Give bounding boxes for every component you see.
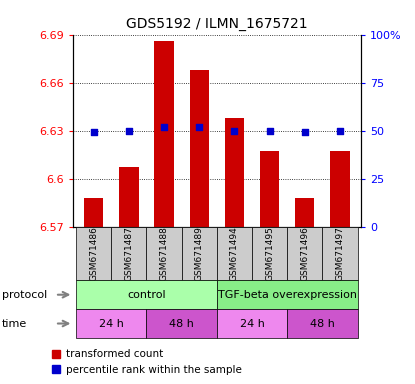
- Bar: [225, 118, 244, 227]
- Bar: [322, 227, 358, 280]
- Bar: [217, 309, 287, 338]
- Text: protocol: protocol: [2, 290, 47, 300]
- Bar: [287, 227, 322, 280]
- Bar: [76, 227, 111, 280]
- Text: GSM671495: GSM671495: [265, 226, 274, 281]
- Text: control: control: [127, 290, 166, 300]
- Text: GSM671487: GSM671487: [124, 226, 133, 281]
- Text: GSM671496: GSM671496: [300, 226, 309, 281]
- Bar: [111, 227, 146, 280]
- Bar: [146, 309, 217, 338]
- Text: GSM671488: GSM671488: [160, 226, 168, 281]
- Bar: [295, 198, 315, 227]
- Point: [231, 127, 238, 134]
- Bar: [119, 167, 139, 227]
- Bar: [252, 227, 287, 280]
- Bar: [217, 227, 252, 280]
- Bar: [287, 309, 358, 338]
- Text: 48 h: 48 h: [169, 318, 194, 329]
- Bar: [217, 280, 358, 309]
- Bar: [76, 280, 217, 309]
- Bar: [154, 41, 174, 227]
- Bar: [190, 70, 209, 227]
- Title: GDS5192 / ILMN_1675721: GDS5192 / ILMN_1675721: [126, 17, 308, 31]
- Point: [126, 127, 132, 134]
- Point: [90, 129, 97, 136]
- Point: [196, 124, 203, 130]
- Text: time: time: [2, 318, 27, 329]
- Bar: [330, 151, 349, 227]
- Point: [161, 124, 167, 130]
- Bar: [260, 151, 279, 227]
- Text: GSM671486: GSM671486: [89, 226, 98, 281]
- Bar: [182, 227, 217, 280]
- Text: GSM671494: GSM671494: [230, 226, 239, 281]
- Legend: transformed count, percentile rank within the sample: transformed count, percentile rank withi…: [47, 345, 247, 379]
- Point: [301, 129, 308, 136]
- Bar: [76, 309, 146, 338]
- Text: TGF-beta overexpression: TGF-beta overexpression: [218, 290, 356, 300]
- Text: 24 h: 24 h: [239, 318, 264, 329]
- Text: GSM671497: GSM671497: [335, 226, 344, 281]
- Point: [266, 127, 273, 134]
- Bar: [84, 198, 103, 227]
- Bar: [146, 227, 182, 280]
- Text: GSM671489: GSM671489: [195, 226, 204, 281]
- Text: 24 h: 24 h: [99, 318, 124, 329]
- Point: [337, 127, 343, 134]
- Text: 48 h: 48 h: [310, 318, 335, 329]
